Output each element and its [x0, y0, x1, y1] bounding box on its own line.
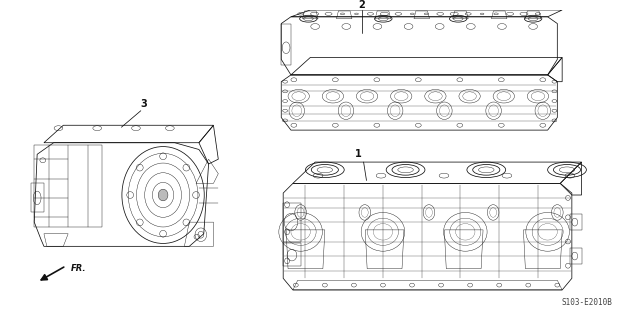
Ellipse shape	[158, 189, 168, 201]
Text: 2: 2	[358, 0, 365, 10]
Text: S103-E2010B: S103-E2010B	[562, 298, 612, 308]
Text: 3: 3	[140, 99, 147, 109]
Text: 1: 1	[355, 149, 362, 159]
Text: FR.: FR.	[71, 264, 86, 273]
